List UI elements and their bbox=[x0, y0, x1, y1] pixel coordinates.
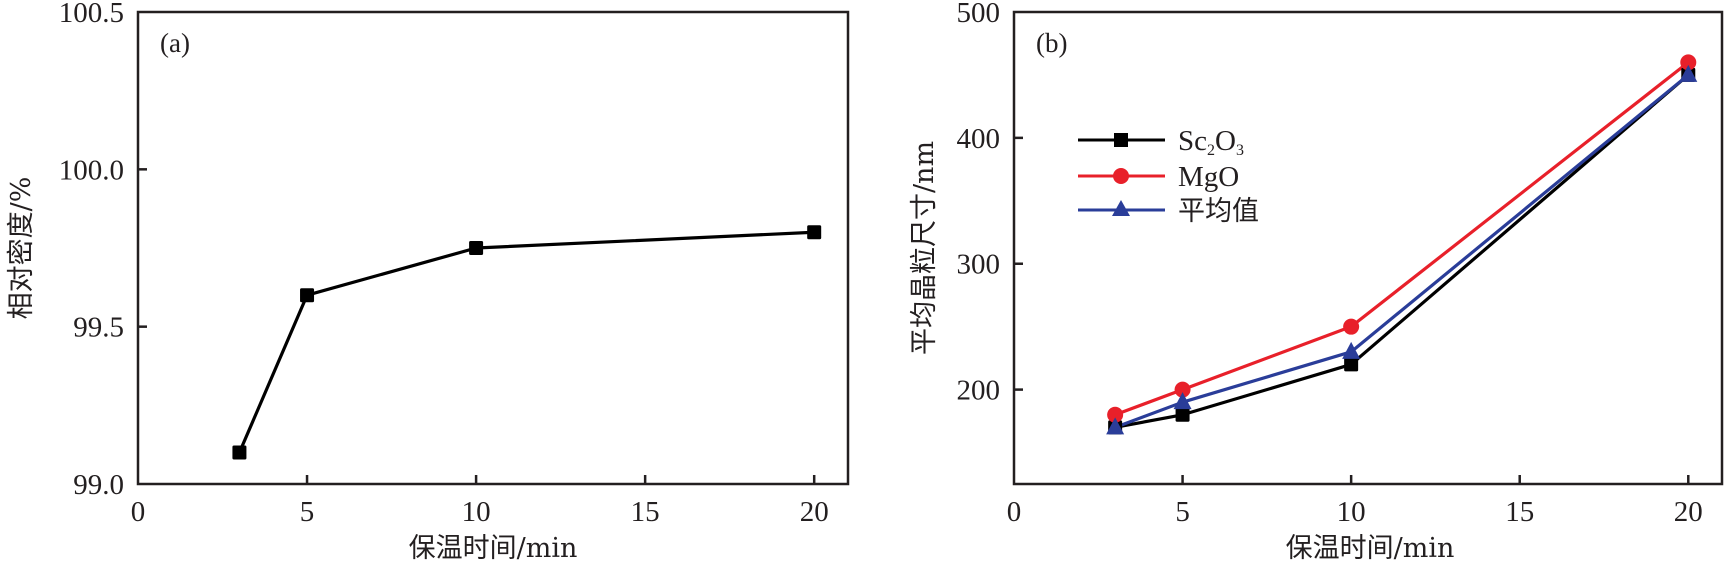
x-tick-label: 15 bbox=[1505, 496, 1534, 528]
series-group-a bbox=[232, 225, 822, 460]
legend-marker-circle-icon bbox=[1113, 168, 1129, 184]
legend-item-mgo: MgO bbox=[1078, 161, 1239, 193]
y-axis-title-a: 相对密度/% bbox=[6, 177, 37, 320]
legend-label-sub-2: 2 bbox=[1207, 142, 1215, 159]
data-point-circle bbox=[1680, 54, 1697, 71]
x-tick-label: 20 bbox=[1674, 496, 1703, 528]
y-tick-label: 100.0 bbox=[59, 154, 124, 186]
x-tick-label: 20 bbox=[800, 496, 829, 528]
y-tick-label: 200 bbox=[957, 375, 1001, 407]
data-point-square bbox=[807, 225, 822, 240]
y-tick-label: 99.0 bbox=[73, 469, 124, 501]
legend-label-sc: Sc bbox=[1178, 125, 1207, 157]
plot-frame-a bbox=[136, 10, 850, 486]
x-ticks-a: 0 5 10 15 20 bbox=[131, 475, 829, 528]
legend-marker-square-icon bbox=[1114, 133, 1128, 147]
x-ticks-b: 0 5 10 15 20 bbox=[1007, 475, 1703, 528]
data-point-triangle bbox=[1173, 392, 1192, 410]
x-tick-label: 0 bbox=[1007, 496, 1022, 528]
legend-label-average: 平均值 bbox=[1178, 196, 1259, 227]
y-tick-label: 99.5 bbox=[73, 312, 124, 344]
y-ticks-a: 99.0 99.5 100.0 100.5 bbox=[59, 0, 147, 501]
data-point-square bbox=[469, 241, 484, 255]
data-point-triangle bbox=[1342, 341, 1361, 359]
y-axis-title-b: 平均晶粒尺寸/nm bbox=[909, 141, 940, 355]
series-line-triangle bbox=[1114, 73, 1690, 429]
panel-b: 0 5 10 15 20 200 300 400 500 (b) 保温时间/min 平均晶粒尺… bbox=[909, 0, 1724, 564]
series-line-square bbox=[237, 230, 815, 454]
data-point-triangle bbox=[1679, 64, 1698, 82]
data-point-circle bbox=[1343, 318, 1360, 335]
series-line-square bbox=[1114, 73, 1690, 429]
data-point-square bbox=[1344, 357, 1359, 372]
legend-marker-triangle-icon bbox=[1112, 200, 1130, 216]
y-tick-label: 300 bbox=[957, 249, 1001, 281]
x-tick-label: 15 bbox=[631, 496, 660, 528]
data-point-triangle bbox=[1106, 417, 1125, 435]
x-tick-label: 0 bbox=[131, 496, 146, 528]
data-point-square bbox=[232, 445, 247, 460]
plot-frame-b bbox=[1012, 10, 1724, 486]
legend-item-average: 平均值 bbox=[1078, 196, 1259, 227]
y-tick-label: 400 bbox=[957, 123, 1001, 155]
x-tick-label: 10 bbox=[1337, 496, 1366, 528]
legend-label-o: O bbox=[1215, 125, 1236, 157]
panel-label-b: (b) bbox=[1036, 28, 1067, 58]
legend-label-mgo: MgO bbox=[1178, 161, 1239, 193]
data-point-circle bbox=[1174, 381, 1191, 398]
x-axis-title-b: 保温时间/min bbox=[1286, 533, 1455, 564]
panel-a: 0 5 10 15 20 99.0 99.5 100.0 100.5 (a) 保温时间/min… bbox=[6, 0, 850, 564]
legend: Sc2O3 MgO 平均值 bbox=[1078, 125, 1259, 227]
y-tick-label: 100.5 bbox=[59, 0, 124, 29]
data-point-square bbox=[1175, 407, 1190, 422]
series-group-b bbox=[1106, 54, 1698, 435]
x-axis-title-a: 保温时间/min bbox=[409, 533, 578, 564]
series-line-circle bbox=[1114, 61, 1690, 417]
legend-label-sub-3: 3 bbox=[1236, 142, 1244, 159]
legend-item-sc2o3: Sc2O3 bbox=[1078, 125, 1244, 159]
data-point-square bbox=[300, 288, 315, 303]
panel-label-a: (a) bbox=[160, 28, 190, 58]
y-tick-label: 500 bbox=[957, 0, 1001, 29]
data-point-circle bbox=[1107, 406, 1124, 423]
x-tick-label: 5 bbox=[1175, 496, 1190, 528]
x-tick-label: 5 bbox=[300, 496, 315, 528]
y-ticks-b: 200 300 400 500 bbox=[957, 0, 1023, 407]
legend-label-sc2o3: Sc2O3 bbox=[1178, 125, 1244, 159]
x-tick-label: 10 bbox=[462, 496, 491, 528]
